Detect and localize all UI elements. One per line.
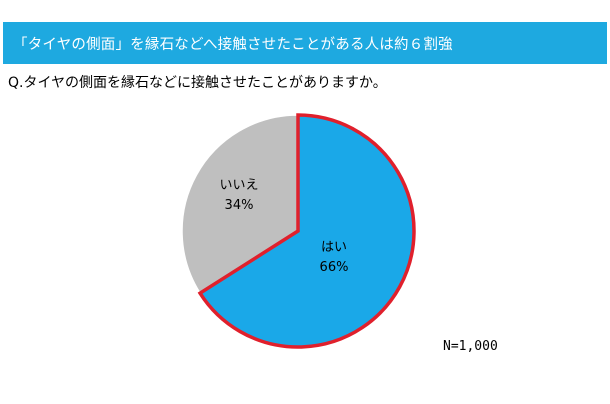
sample-size-note: N=1,000	[443, 339, 498, 354]
header-banner: 「タイヤの側面」を縁石などへ接触させたことがある人は約６割強	[3, 22, 607, 64]
slice-yes-label: はい	[321, 240, 347, 255]
slice-yes-value-label: 66%	[320, 260, 349, 275]
slice-no-label: いいえ	[219, 178, 258, 193]
header-title: 「タイヤの側面」を縁石などへ接触させたことがある人は約６割強	[13, 36, 453, 53]
question-text: Q.タイヤの側面を縁石などに接触させたことがありますか。	[8, 75, 387, 91]
slice-no-value-label: 34%	[225, 198, 254, 213]
pie-chart-svg: はい 66% いいえ 34%	[181, 113, 416, 349]
pie-chart: はい 66% いいえ 34%	[0, 100, 610, 400]
slice-yes	[197, 113, 416, 349]
